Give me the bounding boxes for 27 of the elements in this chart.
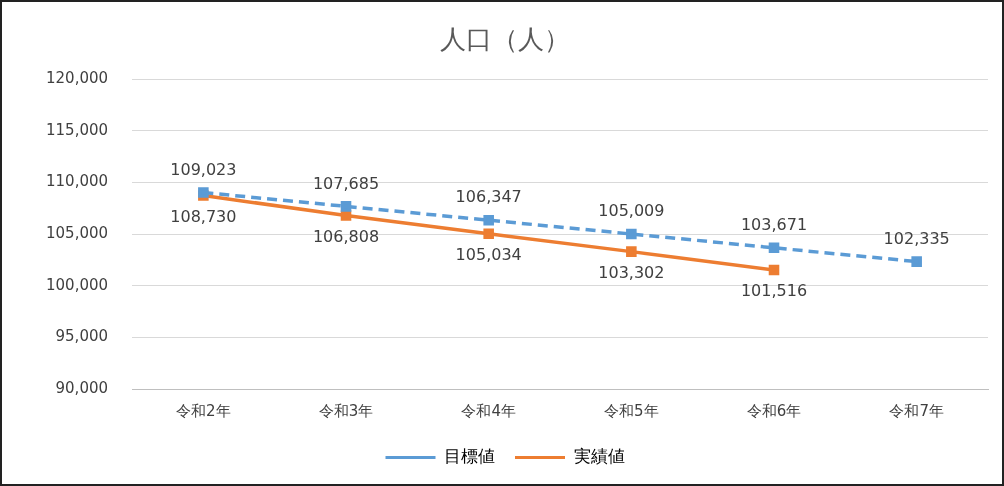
x-tick-label: 令和2年 [176, 401, 231, 420]
y-tick-label: 90,000 [55, 378, 109, 397]
y-tick-label: 95,000 [55, 327, 109, 346]
data-label: 105,034 [455, 244, 522, 264]
y-tick-label: 105,000 [46, 223, 109, 242]
data-label: 106,808 [312, 226, 380, 246]
y-tick-label: 100,000 [46, 275, 109, 294]
legend-label: 目標値 [444, 445, 495, 466]
x-tick-label: 令和6年 [746, 401, 802, 420]
data-label: 103,671 [740, 214, 808, 234]
x-tick-label: 令和4年 [461, 401, 516, 420]
legend-label: 実績値 [573, 445, 625, 466]
y-tick-label: 115,000 [46, 120, 109, 139]
data-label: 101,516 [740, 281, 808, 301]
data-label: 107,685 [312, 173, 380, 193]
data-label: 102,335 [883, 228, 950, 248]
x-tick-label: 令和7年 [889, 401, 944, 420]
y-tick-label: 120,000 [46, 69, 109, 88]
data-label: 103,302 [598, 262, 665, 282]
x-tick-label: 令和5年 [604, 401, 659, 420]
x-tick-label: 令和3年 [318, 401, 374, 420]
data-label: 106,347 [455, 187, 522, 207]
data-label: 109,023 [170, 159, 237, 179]
y-tick-label: 110,000 [46, 172, 109, 191]
data-label: 105,009 [598, 201, 665, 221]
chart-title: 人口（人） [440, 24, 570, 55]
data-label: 108,730 [170, 206, 237, 226]
